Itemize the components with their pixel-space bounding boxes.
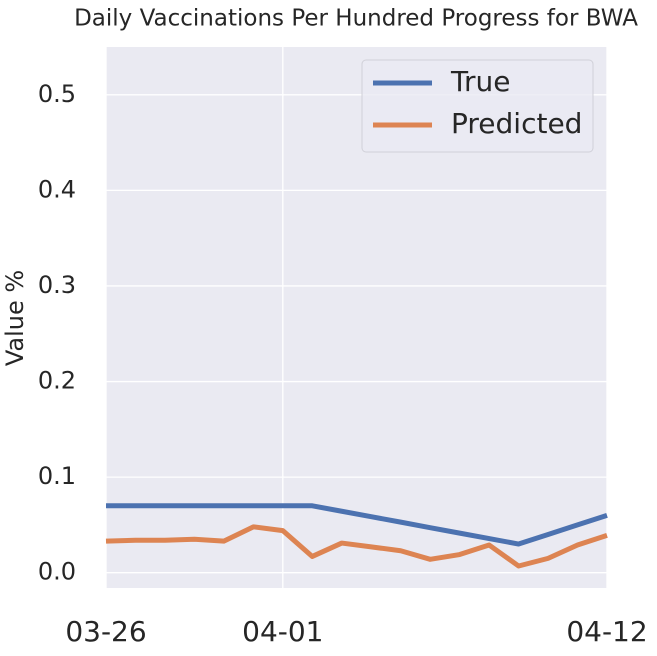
legend: True Predicted [361, 59, 594, 153]
chart-title: Daily Vaccinations Per Hundred Progress … [74, 6, 638, 32]
y-tick-label: 0.0 [38, 558, 76, 586]
legend-label: True [450, 65, 510, 98]
y-tick-label: 0.2 [38, 367, 76, 395]
series-line [105, 524, 608, 569]
x-tick-label: 04-12 [566, 615, 647, 648]
series-line [106, 503, 608, 547]
y-axis-label: Value % [1, 270, 29, 366]
y-tick-label: 0.5 [38, 80, 76, 108]
x-tick-label: 03-26 [65, 615, 146, 648]
legend-label: Predicted [451, 107, 582, 140]
y-tick-label: 0.1 [38, 462, 76, 490]
x-tick-label: 04-01 [242, 615, 323, 648]
y-tick-label: 0.3 [38, 271, 76, 299]
y-tick-label: 0.4 [38, 175, 76, 203]
